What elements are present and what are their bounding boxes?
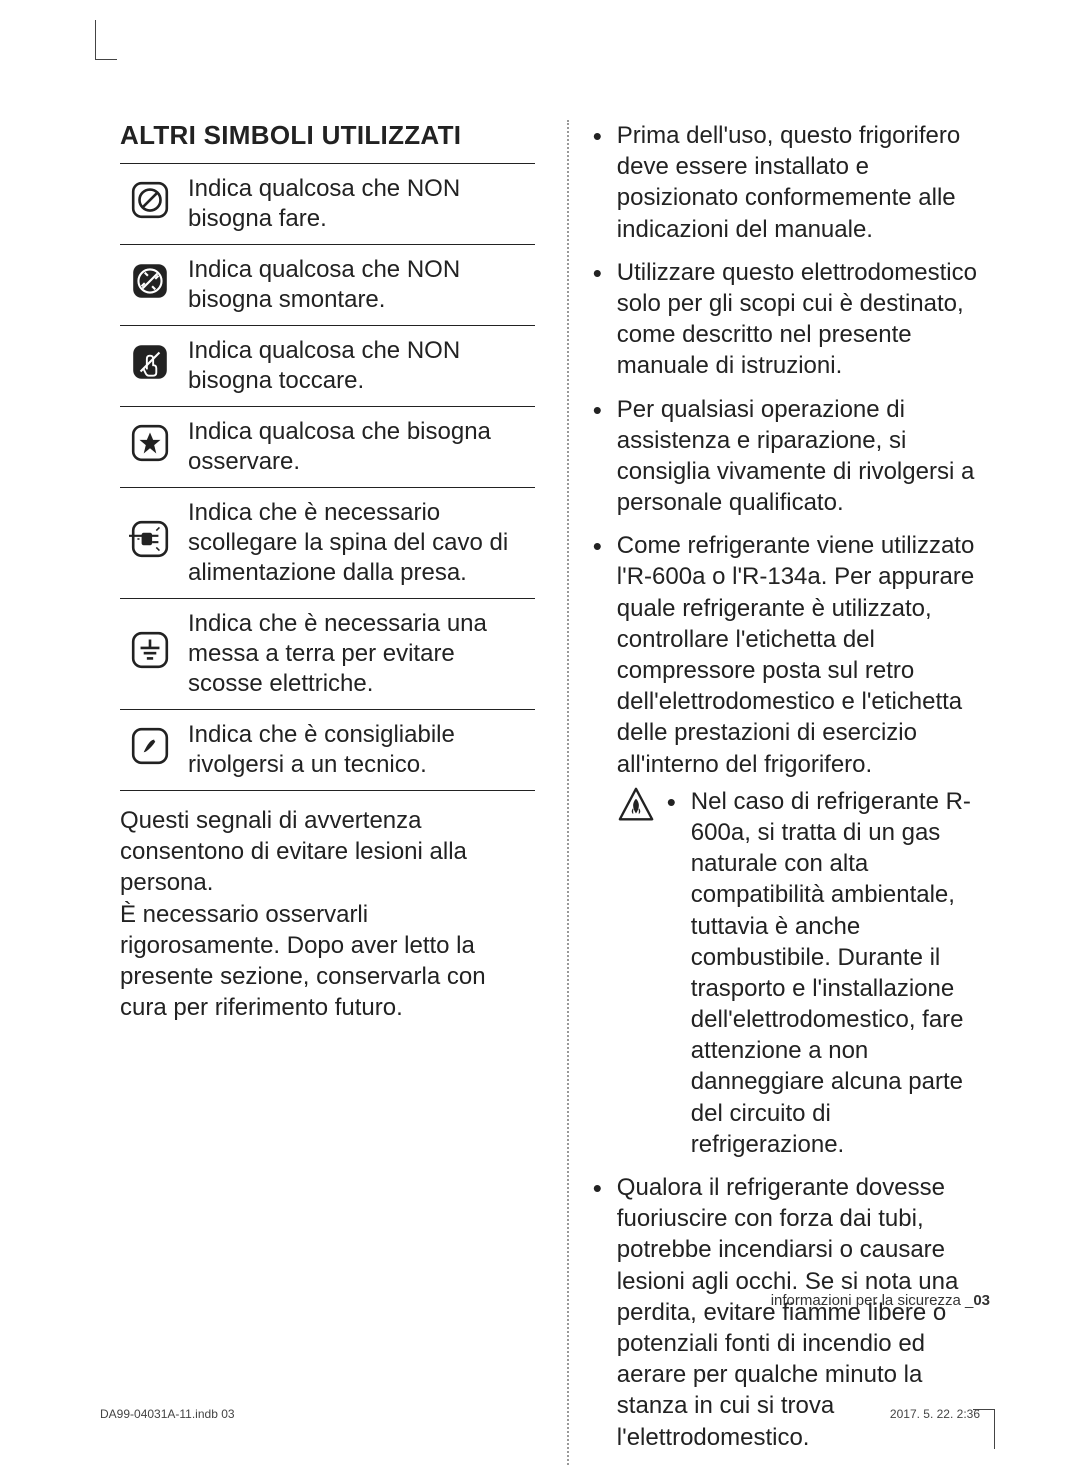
- print-meta-left: DA99-04031A-11.indb 03: [100, 1407, 235, 1421]
- symbol-icon-cell: [120, 164, 180, 245]
- table-row: Indica che è necessario scollegare la sp…: [120, 488, 535, 599]
- right-column: Prima dell'uso, questo frigorifero deve …: [567, 120, 990, 1465]
- list-item: Come refrigerante viene utilizzato l'R-6…: [589, 530, 990, 1160]
- list-item: Nel caso di refrigerante R-600a, si trat…: [667, 786, 990, 1160]
- symbol-icon-cell: [120, 326, 180, 407]
- symbols-table: Indica qualcosa che NON bisogna fare. In…: [120, 163, 535, 791]
- list-item: Prima dell'uso, questo frigorifero deve …: [589, 120, 990, 245]
- symbol-icon-cell: [120, 245, 180, 326]
- crop-mark-top-left: [95, 20, 117, 60]
- symbol-text: Indica qualcosa che NON bisogna fare.: [180, 164, 535, 245]
- section-title: ALTRI SIMBOLI UTILIZZATI: [120, 120, 535, 151]
- symbol-text: Indica qualcosa che NON bisogna toccare.: [180, 326, 535, 407]
- symbol-icon-cell: [120, 407, 180, 488]
- technician-icon: [129, 725, 171, 767]
- symbol-text: Indica che è necessaria una messa a terr…: [180, 599, 535, 710]
- footer-page-number: 03: [973, 1292, 990, 1309]
- left-paragraph: È necessario osservarli rigorosamente. D…: [120, 899, 535, 1024]
- nested-bullet-wrap: Nel caso di refrigerante R-600a, si trat…: [617, 786, 990, 1160]
- symbol-icon-cell: [120, 599, 180, 710]
- unplug-icon: [129, 518, 171, 560]
- table-row: Indica che è necessaria una messa a terr…: [120, 599, 535, 710]
- symbol-text: Indica qualcosa che bisogna osservare.: [180, 407, 535, 488]
- left-paragraph: Questi segnali di avvertenza consentono …: [120, 805, 535, 899]
- right-bullet-list: Prima dell'uso, questo frigorifero deve …: [589, 120, 990, 1453]
- footer-label: informazioni per la sicurezza _: [771, 1292, 974, 1309]
- observe-icon: [129, 422, 171, 464]
- content-columns: ALTRI SIMBOLI UTILIZZATI Indica qualcosa…: [120, 120, 990, 1465]
- ground-icon: [129, 629, 171, 671]
- symbol-text: Indica qualcosa che NON bisogna smontare…: [180, 245, 535, 326]
- list-item-text: Come refrigerante viene utilizzato l'R-6…: [617, 532, 975, 777]
- no-disassemble-icon: [129, 260, 171, 302]
- left-column: ALTRI SIMBOLI UTILIZZATI Indica qualcosa…: [120, 120, 543, 1465]
- list-item: Utilizzare questo elettrodomestico solo …: [589, 257, 990, 382]
- symbol-icon-cell: [120, 488, 180, 599]
- print-meta-right: 2017. 5. 22. 2:36: [890, 1407, 980, 1421]
- table-row: Indica che è consigliabile rivolgersi a …: [120, 710, 535, 791]
- symbol-text: Indica che è consigliabile rivolgersi a …: [180, 710, 535, 791]
- nested-bullet-list: Nel caso di refrigerante R-600a, si trat…: [667, 786, 990, 1160]
- list-item: Per qualsiasi operazione di assistenza e…: [589, 394, 990, 519]
- symbol-icon-cell: [120, 710, 180, 791]
- warning-flame-icon: [617, 786, 657, 1160]
- no-touch-icon: [129, 341, 171, 383]
- table-row: Indica qualcosa che NON bisogna fare.: [120, 164, 535, 245]
- table-row: Indica qualcosa che NON bisogna toccare.: [120, 326, 535, 407]
- no-action-icon: [129, 179, 171, 221]
- table-row: Indica qualcosa che bisogna osservare.: [120, 407, 535, 488]
- table-row: Indica qualcosa che NON bisogna smontare…: [120, 245, 535, 326]
- symbol-text: Indica che è necessario scollegare la sp…: [180, 488, 535, 599]
- footer-page-label: informazioni per la sicurezza _03: [771, 1292, 990, 1309]
